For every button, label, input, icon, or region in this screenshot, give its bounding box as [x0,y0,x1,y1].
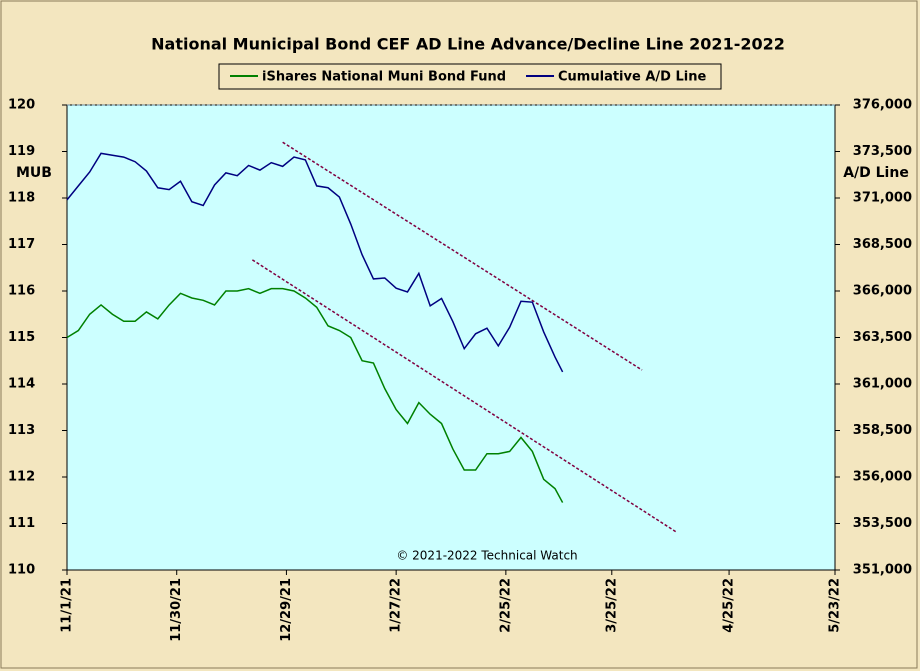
series-line [66,152,564,373]
annotation: © 2021-2022 Technical Watch [396,549,577,563]
y2-tick-label: 366,000 [853,284,912,299]
y-tick-label: 116 [8,284,35,299]
y2-tick-label: 376,000 [853,98,912,113]
y-tick-label: 113 [8,423,35,438]
legend-label: iShares National Muni Bond Fund [262,70,506,85]
y2-tick-label: 373,500 [853,144,912,159]
trend-line [251,259,677,533]
y-tick-label: 119 [8,144,35,159]
y-tick-label: 111 [8,516,35,531]
x-tick-label: 11/30/21 [169,578,184,642]
x-tick-label: 4/25/22 [722,578,737,633]
series-line [66,287,564,503]
plot-area [66,104,836,571]
x-tick-label: 2/25/22 [498,578,513,633]
y-tick-label: 115 [8,330,35,345]
y-tick-label: 118 [8,191,35,206]
y2-tick-label: 353,500 [853,516,912,531]
y-tick-label: 112 [8,470,35,485]
x-tick-label: 1/27/22 [389,578,404,633]
y2-tick-label: 358,500 [853,423,912,438]
legend-label: Cumulative A/D Line [558,70,706,85]
y-tick-label: 110 [8,563,35,578]
x-tick-label: 5/23/22 [828,578,843,633]
y-tick-label: 117 [8,237,35,252]
y2-tick-label: 361,000 [853,377,912,392]
trend-line [282,141,643,371]
x-tick-label: 11/1/21 [60,578,75,633]
x-tick-label: 3/25/22 [604,578,619,633]
y2-tick-label: 371,000 [853,191,912,206]
y2-tick-label: 351,000 [853,563,912,578]
y2-tick-label: 356,000 [853,470,912,485]
legend [218,63,722,90]
y2-tick-label: 368,500 [853,237,912,252]
y2-axis-label: A/D Line [843,165,909,181]
chart-title: National Municipal Bond CEF AD Line Adva… [151,35,785,54]
y-tick-label: 120 [8,98,35,113]
y-axis-label: MUB [16,165,52,181]
y2-tick-label: 363,500 [853,330,912,345]
x-tick-label: 12/29/21 [279,578,294,642]
y-tick-label: 114 [8,377,35,392]
